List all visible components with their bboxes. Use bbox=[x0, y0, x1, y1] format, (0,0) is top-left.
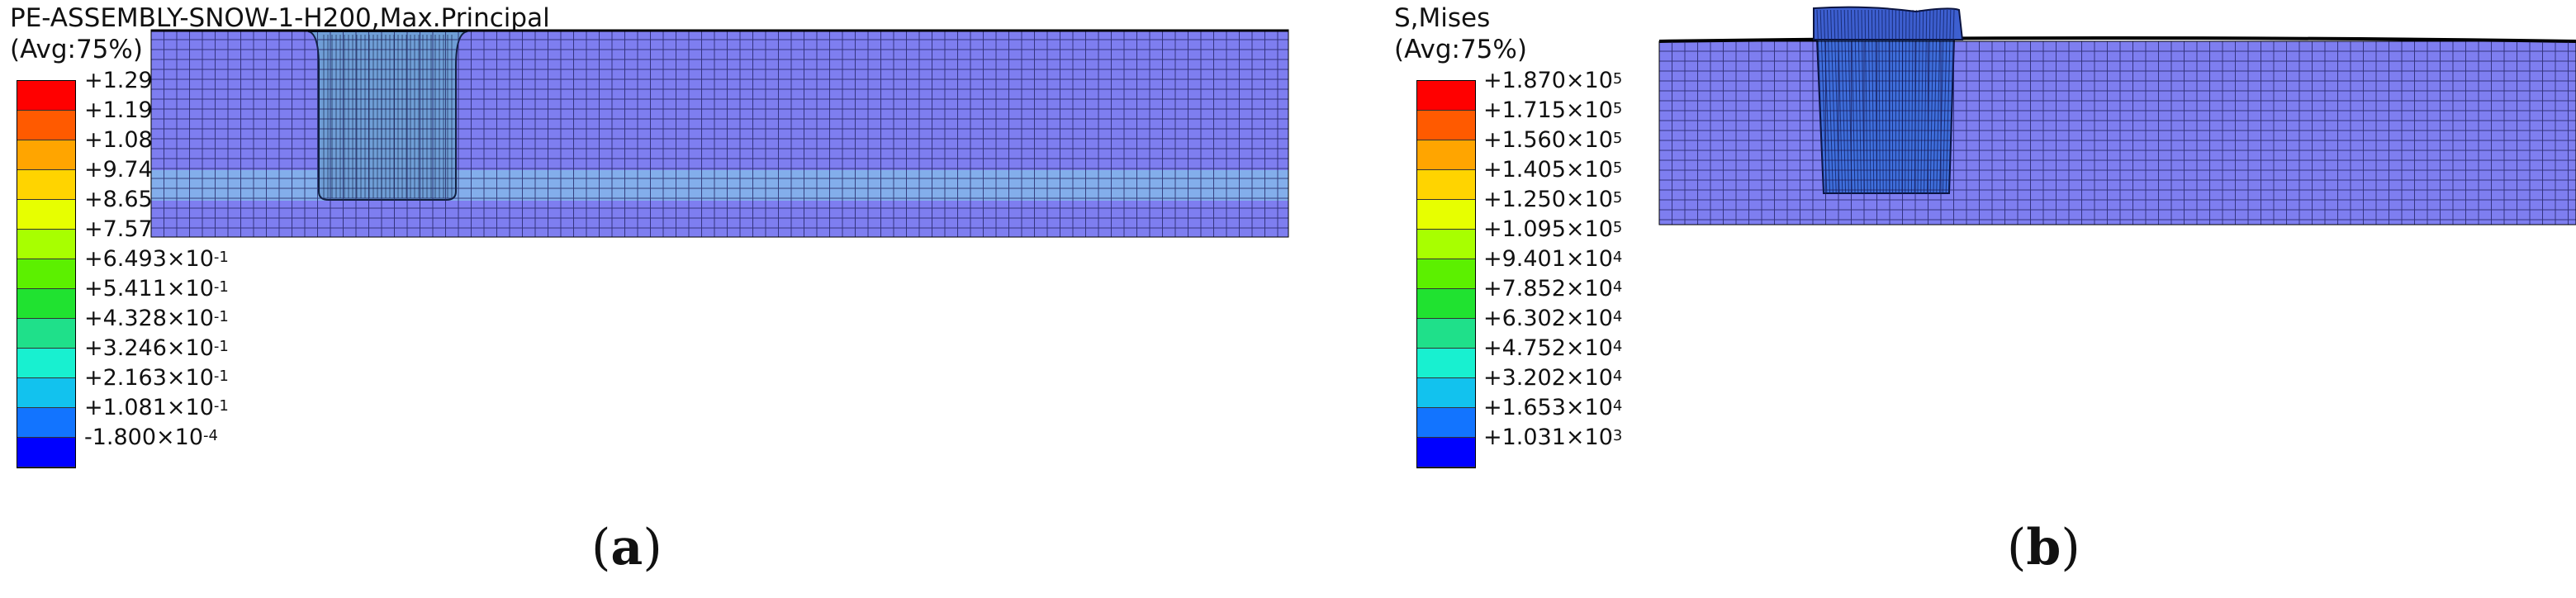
legend-swatch bbox=[1417, 438, 1475, 467]
legend-tick-label: +1.715×105 bbox=[1483, 97, 1623, 123]
legend-tick-label: +1.250×105 bbox=[1483, 187, 1623, 212]
panel-a-contour-plot bbox=[150, 29, 1289, 238]
legend-swatch bbox=[17, 111, 75, 140]
panel-a-title: PE-ASSEMBLY-SNOW-1-H200,Max.Principal bbox=[10, 3, 550, 33]
legend-swatch bbox=[1417, 140, 1475, 170]
legend-tick-label: +1.031×103 bbox=[1483, 425, 1623, 450]
legend-swatch bbox=[17, 289, 75, 319]
legend-tick-label: +2.163×10-1 bbox=[84, 365, 229, 391]
legend-tick-label: +4.328×10-1 bbox=[84, 306, 229, 331]
legend-swatch bbox=[1417, 81, 1475, 111]
legend-tick-label: +4.752×104 bbox=[1483, 335, 1623, 361]
legend-swatch bbox=[17, 170, 75, 200]
legend-tick-label: +1.095×105 bbox=[1483, 216, 1623, 242]
legend-swatch bbox=[1417, 319, 1475, 349]
legend-swatch bbox=[17, 438, 75, 467]
legend-swatch bbox=[1417, 378, 1475, 408]
legend-swatch bbox=[17, 319, 75, 349]
legend-tick-label: +6.302×104 bbox=[1483, 306, 1623, 331]
legend-tick-label: +1.081×10-1 bbox=[84, 395, 229, 420]
panel-a-color-legend bbox=[17, 80, 76, 468]
legend-swatch bbox=[1417, 349, 1475, 378]
legend-swatch bbox=[1417, 259, 1475, 289]
panel-b-subtitle: (Avg:75%) bbox=[1394, 35, 1527, 64]
legend-swatch bbox=[17, 259, 75, 289]
legend-tick-label: +9.401×104 bbox=[1483, 246, 1623, 272]
legend-tick-label: +3.202×104 bbox=[1483, 365, 1623, 391]
panel-b-color-legend bbox=[1416, 80, 1476, 468]
panel-b: S,Mises (Avg:75%) +1.870×105 +1.715×105 +1… bbox=[1288, 0, 2576, 598]
legend-tick-label: +1.653×104 bbox=[1483, 395, 1623, 420]
legend-tick-label: -1.800×10-4 bbox=[84, 425, 218, 450]
legend-swatch bbox=[17, 230, 75, 259]
legend-swatch bbox=[17, 408, 75, 438]
legend-swatch bbox=[17, 200, 75, 230]
legend-swatch bbox=[1417, 170, 1475, 200]
legend-tick-label: +1.405×105 bbox=[1483, 157, 1623, 183]
legend-swatch bbox=[1417, 230, 1475, 259]
legend-swatch bbox=[1417, 408, 1475, 438]
legend-tick-label: +3.246×10-1 bbox=[84, 335, 229, 361]
panel-b-title: S,Mises bbox=[1394, 3, 1491, 33]
legend-tick-label: +5.411×10-1 bbox=[84, 276, 229, 301]
legend-swatch bbox=[1417, 289, 1475, 319]
panel-b-caption: (b) bbox=[2007, 519, 2080, 577]
panel-a: PE-ASSEMBLY-SNOW-1-H200,Max.Principal (A… bbox=[10, 3, 1289, 577]
panel-b-contour-plot bbox=[1658, 6, 2576, 225]
panel-a-subtitle: (Avg:75%) bbox=[10, 35, 143, 64]
legend-tick-label: +6.493×10-1 bbox=[84, 246, 229, 272]
legend-swatch bbox=[17, 81, 75, 111]
legend-swatch bbox=[1417, 200, 1475, 230]
legend-tick-label: +1.870×105 bbox=[1483, 68, 1623, 93]
panel-a-caption: (a) bbox=[591, 519, 662, 577]
legend-swatch bbox=[17, 378, 75, 408]
legend-swatch bbox=[17, 140, 75, 170]
legend-swatch bbox=[1417, 111, 1475, 140]
legend-tick-label: +7.852×104 bbox=[1483, 276, 1623, 301]
legend-swatch bbox=[17, 349, 75, 378]
legend-tick-label: +1.560×105 bbox=[1483, 127, 1623, 153]
